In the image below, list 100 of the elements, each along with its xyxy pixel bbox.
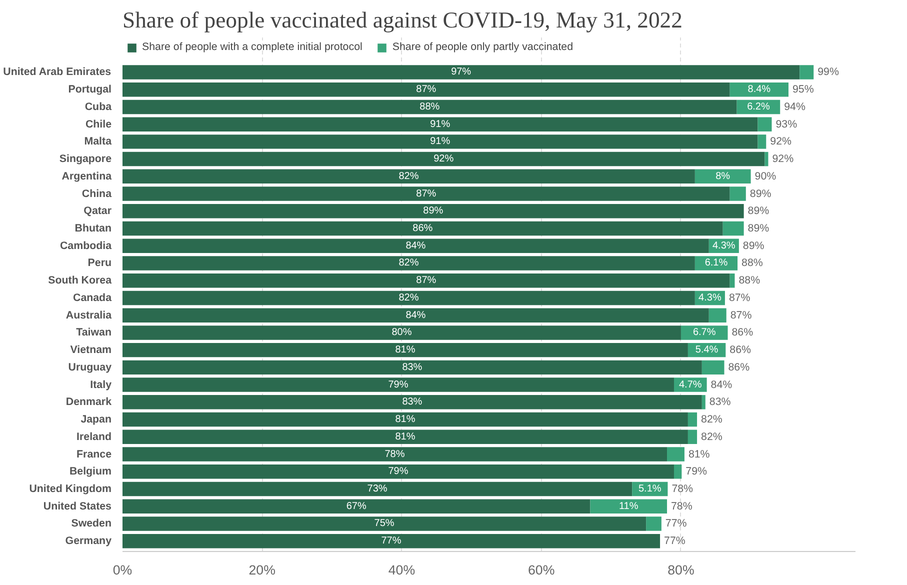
data-label: 81% — [395, 414, 416, 426]
x-tick-label: 0% — [112, 562, 132, 578]
bar — [646, 516, 662, 531]
bar — [122, 290, 695, 306]
bar — [122, 169, 695, 184]
bar — [674, 464, 682, 479]
bar — [122, 65, 800, 80]
y-tick-label: Vietnam — [70, 344, 112, 356]
data-label: 11% — [618, 500, 638, 512]
total-label: 78% — [672, 482, 694, 495]
bar — [122, 308, 709, 322]
data-label: 78% — [384, 448, 405, 460]
data-label: 82% — [398, 170, 419, 182]
y-tick-label: Taiwan — [76, 326, 112, 339]
data-label: 84% — [406, 240, 426, 252]
data-label: 67% — [346, 500, 366, 512]
data-label: 6.1% — [704, 258, 728, 269]
bar — [122, 378, 674, 392]
bar — [122, 395, 702, 410]
bar — [764, 152, 768, 166]
bar — [122, 342, 688, 358]
data-label: 73% — [367, 483, 388, 494]
bar — [122, 447, 668, 462]
bar — [122, 238, 709, 253]
bar — [122, 256, 695, 270]
total-label: 77% — [664, 535, 686, 548]
x-tick-label: 80% — [668, 562, 694, 578]
data-label: 83% — [402, 362, 422, 373]
data-label: 4.3% — [712, 240, 736, 252]
chart-title: Share of people vaccinated against COVID-19, May 31, 2022 — [122, 8, 682, 32]
bar — [122, 100, 737, 114]
x-tick-label: 40% — [388, 562, 416, 578]
total-label: 82% — [701, 430, 723, 443]
bar — [708, 308, 726, 322]
bar — [722, 221, 744, 236]
data-label: 91% — [430, 118, 450, 130]
bar — [122, 464, 674, 479]
y-tick-label: China — [82, 188, 112, 200]
data-label: 8.4% — [748, 84, 771, 96]
data-label: 79% — [388, 379, 408, 390]
x-tick-label: 20% — [248, 562, 276, 578]
total-label: 95% — [792, 84, 814, 96]
y-tick-label: Qatar — [84, 205, 112, 218]
data-label: 84% — [406, 310, 426, 321]
total-label: 88% — [738, 274, 761, 287]
total-label: 92% — [772, 153, 794, 166]
bar — [122, 430, 688, 444]
bar — [122, 204, 744, 218]
total-label: 90% — [754, 170, 777, 182]
data-label: 77% — [381, 536, 402, 547]
bar — [688, 412, 698, 427]
data-label: 83% — [402, 396, 422, 408]
legend-label: Share of people only partly vaccinated — [392, 41, 574, 53]
bar — [702, 360, 724, 375]
bar — [122, 152, 765, 166]
bar — [667, 447, 684, 462]
total-label: 87% — [730, 309, 752, 322]
bar — [758, 134, 766, 149]
bar — [122, 534, 660, 548]
data-label: 6.7% — [692, 327, 716, 338]
y-tick-label: Peru — [88, 257, 112, 270]
bar — [122, 117, 758, 132]
y-tick-label: Sweden — [71, 518, 112, 530]
bar — [122, 499, 590, 514]
total-label: 77% — [665, 518, 688, 530]
total-label: 89% — [748, 222, 770, 235]
bar — [122, 134, 758, 149]
total-label: 78% — [671, 500, 693, 512]
data-label: 79% — [388, 466, 408, 478]
y-tick-label: South Korea — [48, 274, 112, 287]
total-label: 88% — [742, 257, 764, 270]
data-label: 5.1% — [638, 483, 662, 494]
bar — [122, 326, 681, 340]
bar — [122, 186, 730, 201]
total-label: 86% — [730, 344, 752, 356]
y-tick-label: Singapore — [59, 153, 112, 166]
total-label: 93% — [776, 118, 798, 130]
data-label: 75% — [374, 518, 394, 530]
data-label: 4.3% — [698, 292, 722, 304]
y-tick-label: United States — [43, 500, 112, 512]
total-label: 87% — [728, 292, 751, 304]
legend-label: Share of people with a complete initial protocol — [142, 41, 362, 53]
data-label: 89% — [423, 206, 444, 217]
bar — [122, 482, 632, 496]
y-tick-label: Cambodia — [60, 240, 112, 252]
data-label: 97% — [451, 66, 472, 78]
y-tick-label: France — [76, 448, 112, 460]
y-tick-label: Ireland — [76, 430, 112, 443]
bar — [122, 516, 646, 531]
bar — [702, 395, 706, 410]
bar — [122, 221, 723, 236]
total-label: 89% — [750, 188, 772, 200]
data-label: 82% — [398, 292, 419, 304]
data-label: 4.7% — [679, 379, 702, 390]
data-label: 80% — [392, 327, 412, 338]
total-label: 79% — [686, 466, 708, 478]
y-tick-label: United Arab Emirates — [3, 66, 112, 78]
total-label: 86% — [732, 326, 754, 339]
bar — [688, 430, 698, 444]
data-label: 91% — [430, 136, 450, 148]
